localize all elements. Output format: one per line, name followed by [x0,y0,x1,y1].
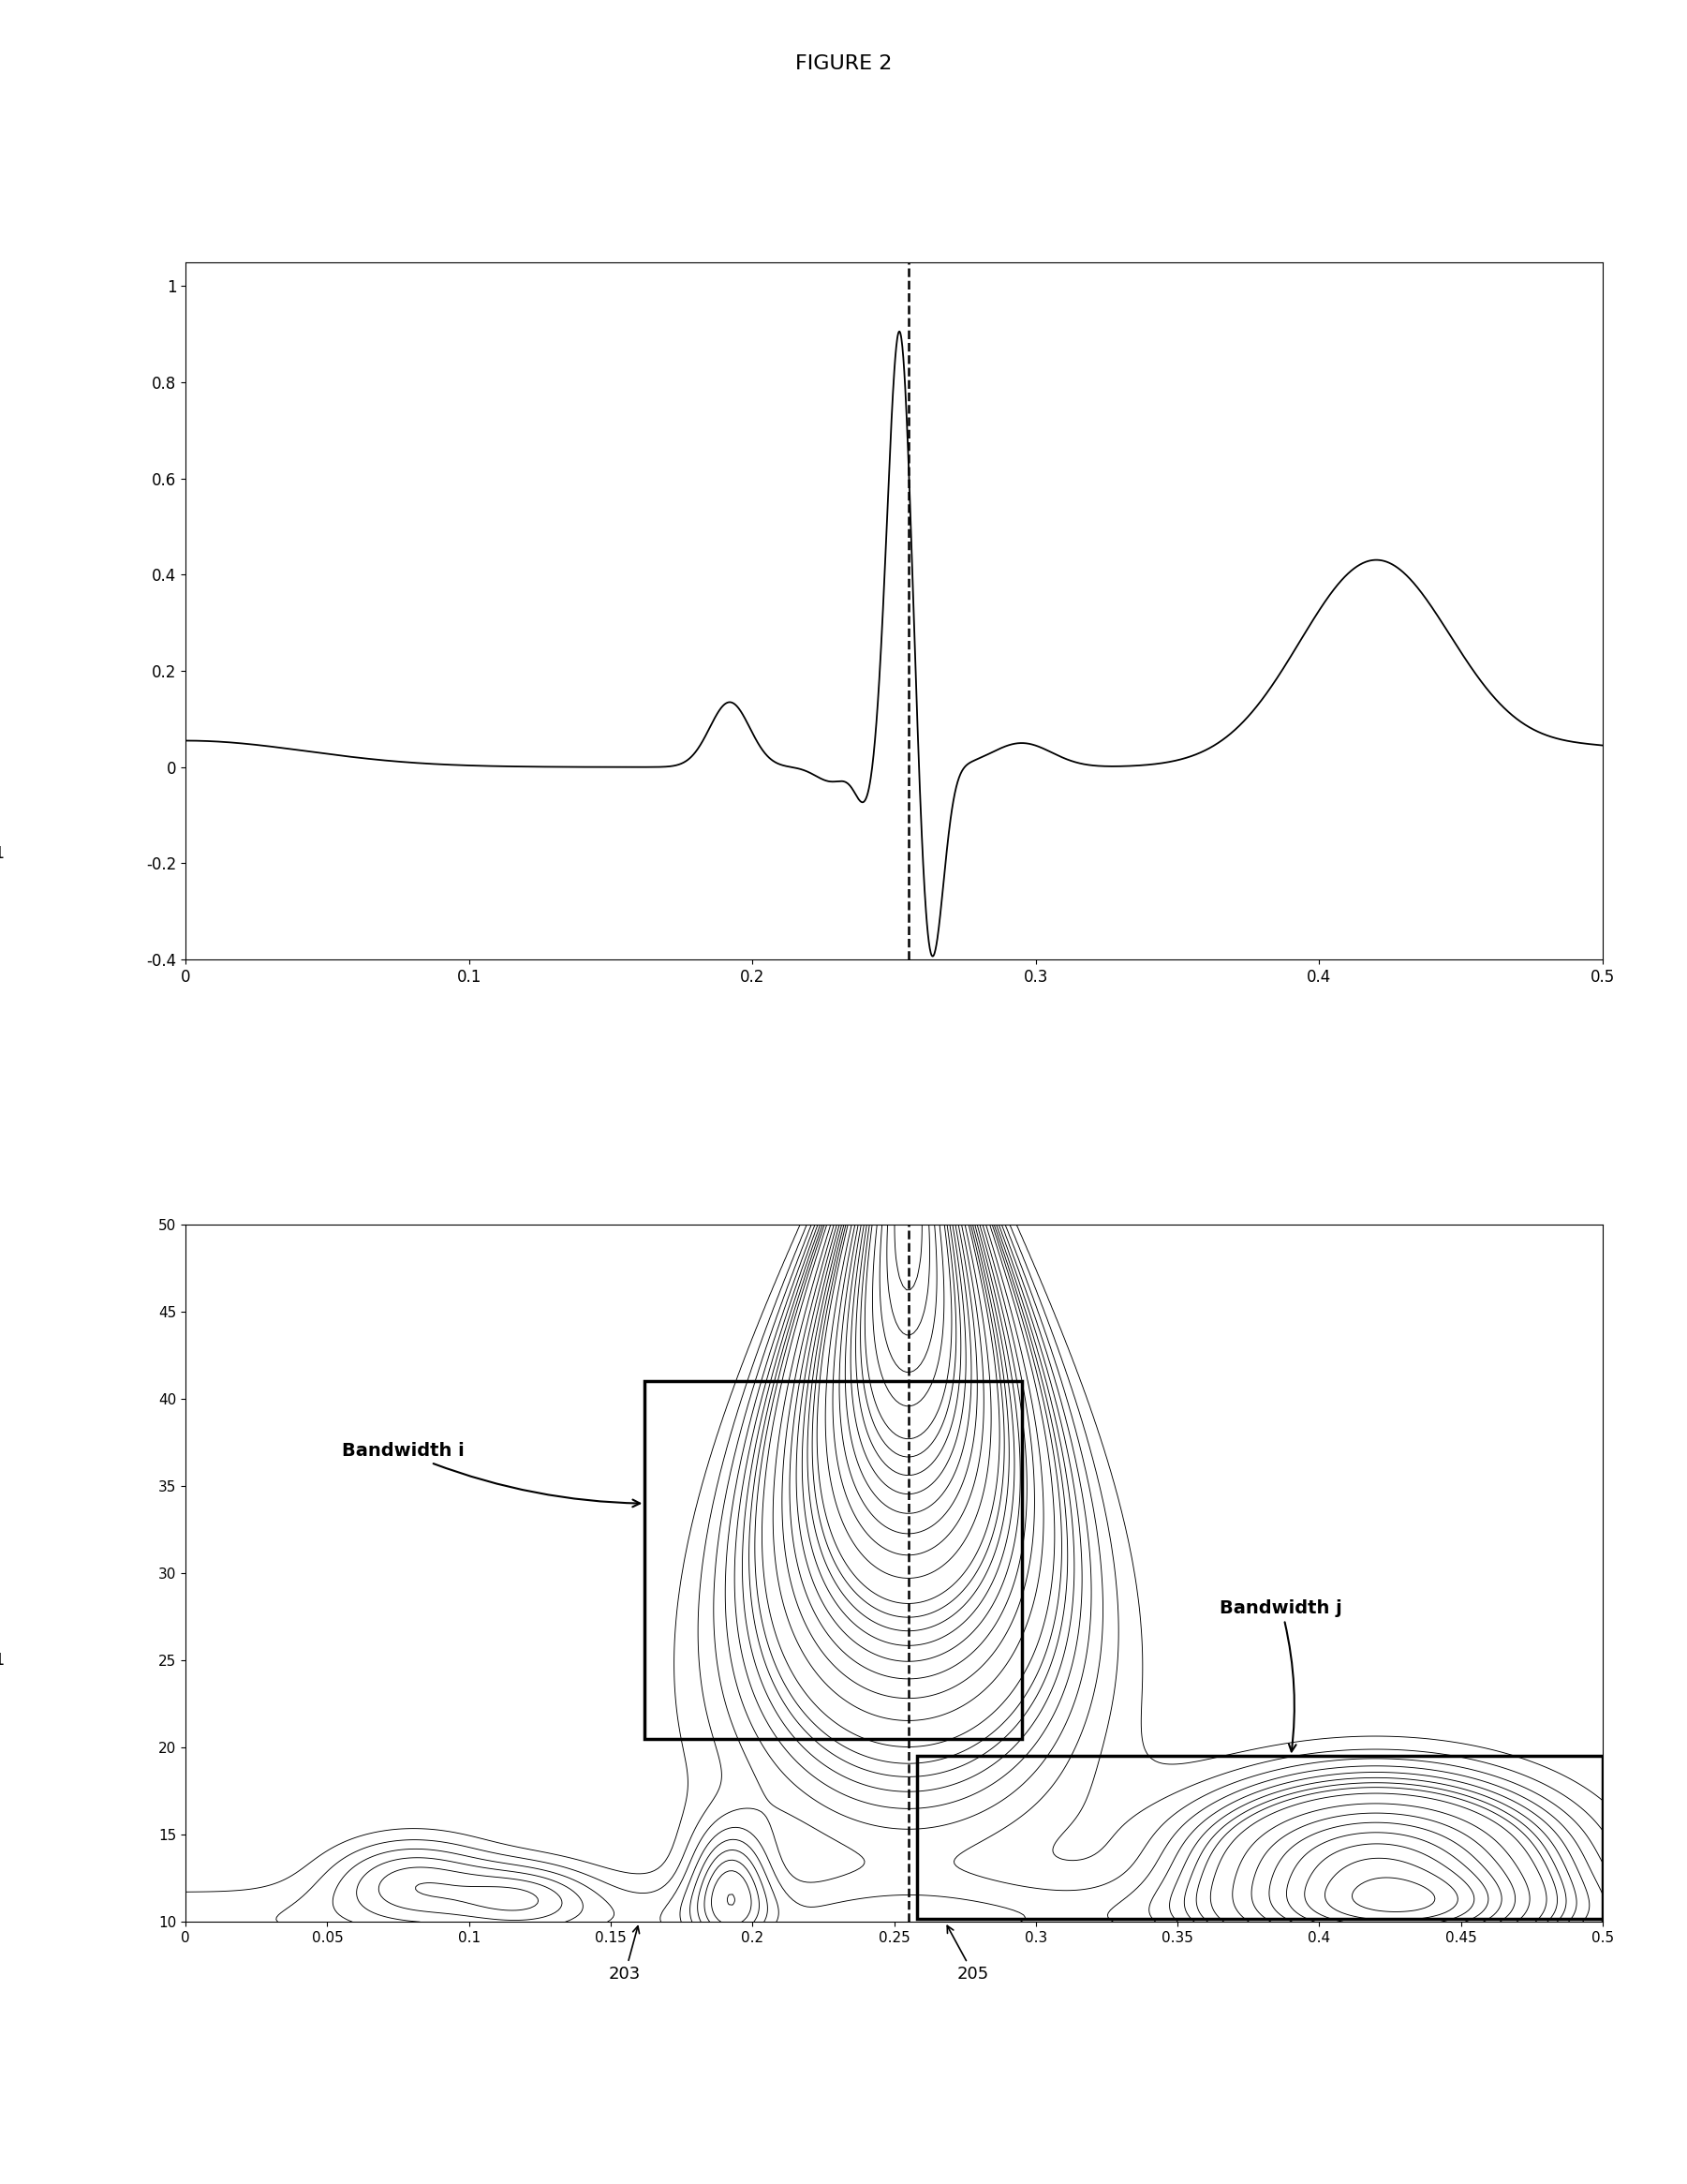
Text: 203: 203 [609,1926,641,1983]
Text: FIGURE 2: FIGURE 2 [795,55,892,74]
Text: 211: 211 [0,1651,5,1669]
Text: 201: 201 [0,845,5,863]
Text: Bandwidth i: Bandwidth i [341,1441,639,1507]
Bar [644,1382,1022,1738]
Text: 205: 205 [946,1926,990,1983]
Text: Bandwidth j: Bandwidth j [1220,1599,1343,1752]
Bar [916,1756,1603,1918]
